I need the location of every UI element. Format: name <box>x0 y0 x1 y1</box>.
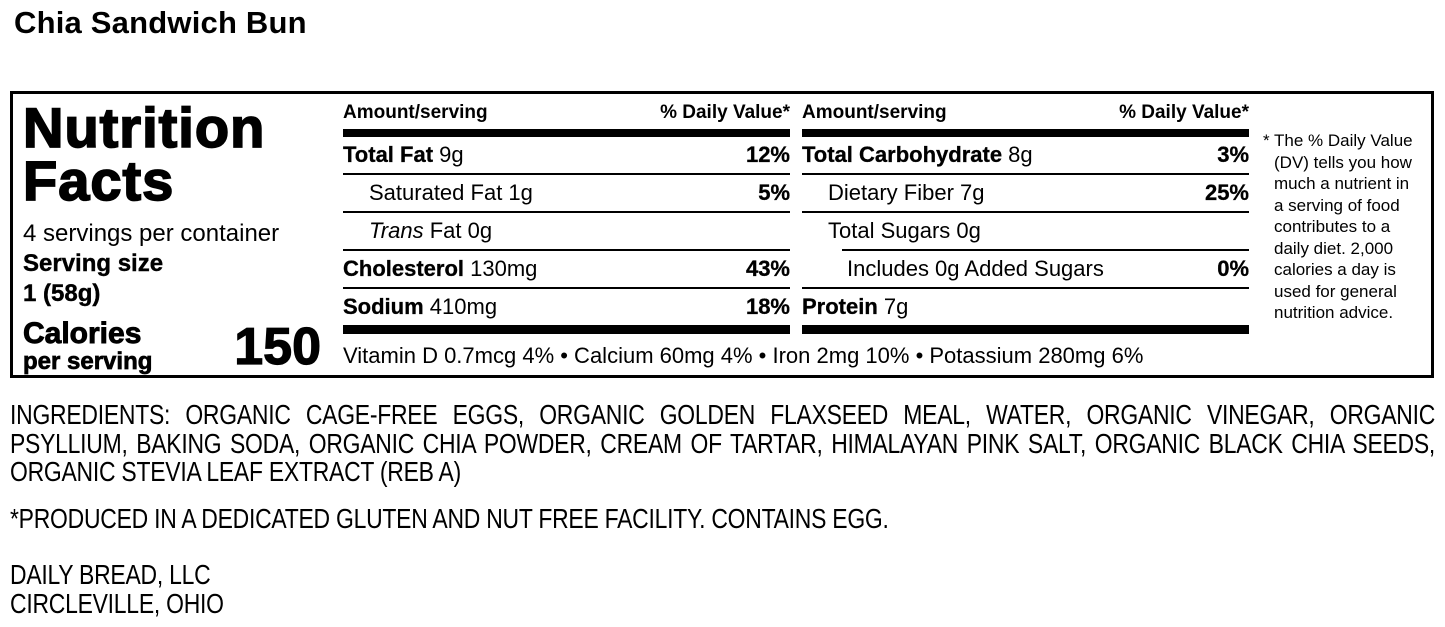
divider <box>842 249 1249 251</box>
heading-line1: Nutrition <box>22 96 266 159</box>
nutrient-name: Sodium 410mg <box>343 294 498 319</box>
facility-note: *PRODUCED IN A DEDICATED GLUTEN AND NUT … <box>10 503 889 534</box>
column-header: Amount/serving % Daily Value* <box>802 99 1249 129</box>
nutrient-row-cholesterol: Cholesterol 130mg 43% <box>343 251 790 287</box>
serving-size-value: 1 (58g) <box>23 280 101 307</box>
calories-labels: Calories per serving <box>23 317 153 375</box>
calories-label: Calories <box>23 317 142 350</box>
nutrient-name: Protein 7g <box>802 294 909 319</box>
nutrition-facts-heading: Nutrition Facts <box>22 96 323 212</box>
nutrient-row-dietary-fiber: Dietary Fiber 7g 25% <box>802 175 1249 211</box>
divider <box>343 249 790 251</box>
page-title: Chia Sandwich Bun <box>14 5 307 40</box>
amount-serving-header: Amount/serving <box>343 102 488 123</box>
nutrient-column-left: Amount/serving % Daily Value* Total Fat … <box>343 99 790 334</box>
daily-value-header: % Daily Value* <box>1119 102 1249 123</box>
thick-bar <box>343 325 790 334</box>
nutrient-dv: 12% <box>745 142 790 167</box>
nutrient-columns: Amount/serving % Daily Value* Total Fat … <box>343 99 1249 334</box>
daily-value-footnote: * The % Daily Value (DV) tells you how m… <box>1263 131 1413 322</box>
manufacturer-location: CIRCLEVILLE, OHIO <box>10 587 224 619</box>
nutrient-dv: 25% <box>1204 180 1249 205</box>
nutrient-dv: 18% <box>745 294 790 319</box>
nutrient-dv: 3% <box>1217 142 1249 167</box>
daily-value-footnote-panel: * The % Daily Value (DV) tells you how m… <box>1249 99 1425 369</box>
daily-value-header: % Daily Value* <box>660 102 790 123</box>
thick-bar <box>802 325 1249 334</box>
nutrient-row-trans-fat: Trans Fat 0g <box>343 213 790 249</box>
micronutrients-line: Vitamin D 0.7mcg 4% • Calcium 60mg 4% • … <box>343 343 1144 368</box>
nutrient-row-total-carbohydrate: Total Carbohydrate 8g 3% <box>802 137 1249 173</box>
heading-line2: Facts <box>22 149 175 212</box>
nutrient-row-total-fat: Total Fat 9g 12% <box>343 137 790 173</box>
nutrient-name: Total Fat 9g <box>343 142 464 167</box>
divider <box>343 287 790 289</box>
nutrient-row-protein: Protein 7g <box>802 289 1249 325</box>
calories-sublabel: per serving <box>23 348 153 375</box>
manufacturer-block: DAILY BREAD, LLC CIRCLEVILLE, OHIO <box>10 559 1435 619</box>
nutrient-name: Includes 0g Added Sugars <box>847 256 1104 281</box>
nutrient-name: Total Sugars 0g <box>828 218 981 243</box>
divider <box>802 211 1249 213</box>
ingredients-text: INGREDIENTS: ORGANIC CAGE-FREE EGGS, ORG… <box>10 399 1436 487</box>
thick-bar <box>343 129 790 137</box>
servings-per-container: 4 servings per container <box>23 220 280 247</box>
nutrient-name: Saturated Fat 1g <box>369 180 533 205</box>
nutrient-name: Dietary Fiber 7g <box>828 180 985 205</box>
column-header: Amount/serving % Daily Value* <box>343 99 790 129</box>
thick-bar <box>802 129 1249 137</box>
nutrient-name: Total Carbohydrate 8g <box>802 142 1033 167</box>
calories-row: Calories per serving 150 <box>23 317 323 376</box>
nutrient-row-sodium: Sodium 410mg 18% <box>343 289 790 325</box>
nutrient-dv: 5% <box>758 180 790 205</box>
calories-value: 150 <box>234 318 322 376</box>
divider <box>343 211 790 213</box>
nutrient-row-total-sugars: Total Sugars 0g <box>802 213 1249 249</box>
divider <box>802 287 1249 289</box>
divider <box>343 173 790 175</box>
label-left-panel: Nutrition Facts 4 servings per container… <box>22 96 323 375</box>
nutrient-row-saturated-fat: Saturated Fat 1g 5% <box>343 175 790 211</box>
nutrient-column-right: Amount/serving % Daily Value* Total Carb… <box>802 99 1249 334</box>
amount-serving-header: Amount/serving <box>802 102 947 123</box>
nutrient-dv: 43% <box>745 256 790 281</box>
nutrient-name: Trans Fat 0g <box>369 218 493 243</box>
manufacturer-name: DAILY BREAD, LLC <box>10 559 211 590</box>
nutrient-columns-area: Amount/serving % Daily Value* Total Fat … <box>343 99 1249 369</box>
nutrient-name: Cholesterol 130mg <box>343 256 538 281</box>
divider <box>802 173 1249 175</box>
nutrition-facts-panel: Nutrition Facts 4 servings per container… <box>10 91 1434 378</box>
nutrient-row-added-sugars: Includes 0g Added Sugars 0% <box>802 251 1249 287</box>
nutrient-dv: 0% <box>1217 256 1249 281</box>
serving-size-label: Serving size <box>23 250 164 277</box>
